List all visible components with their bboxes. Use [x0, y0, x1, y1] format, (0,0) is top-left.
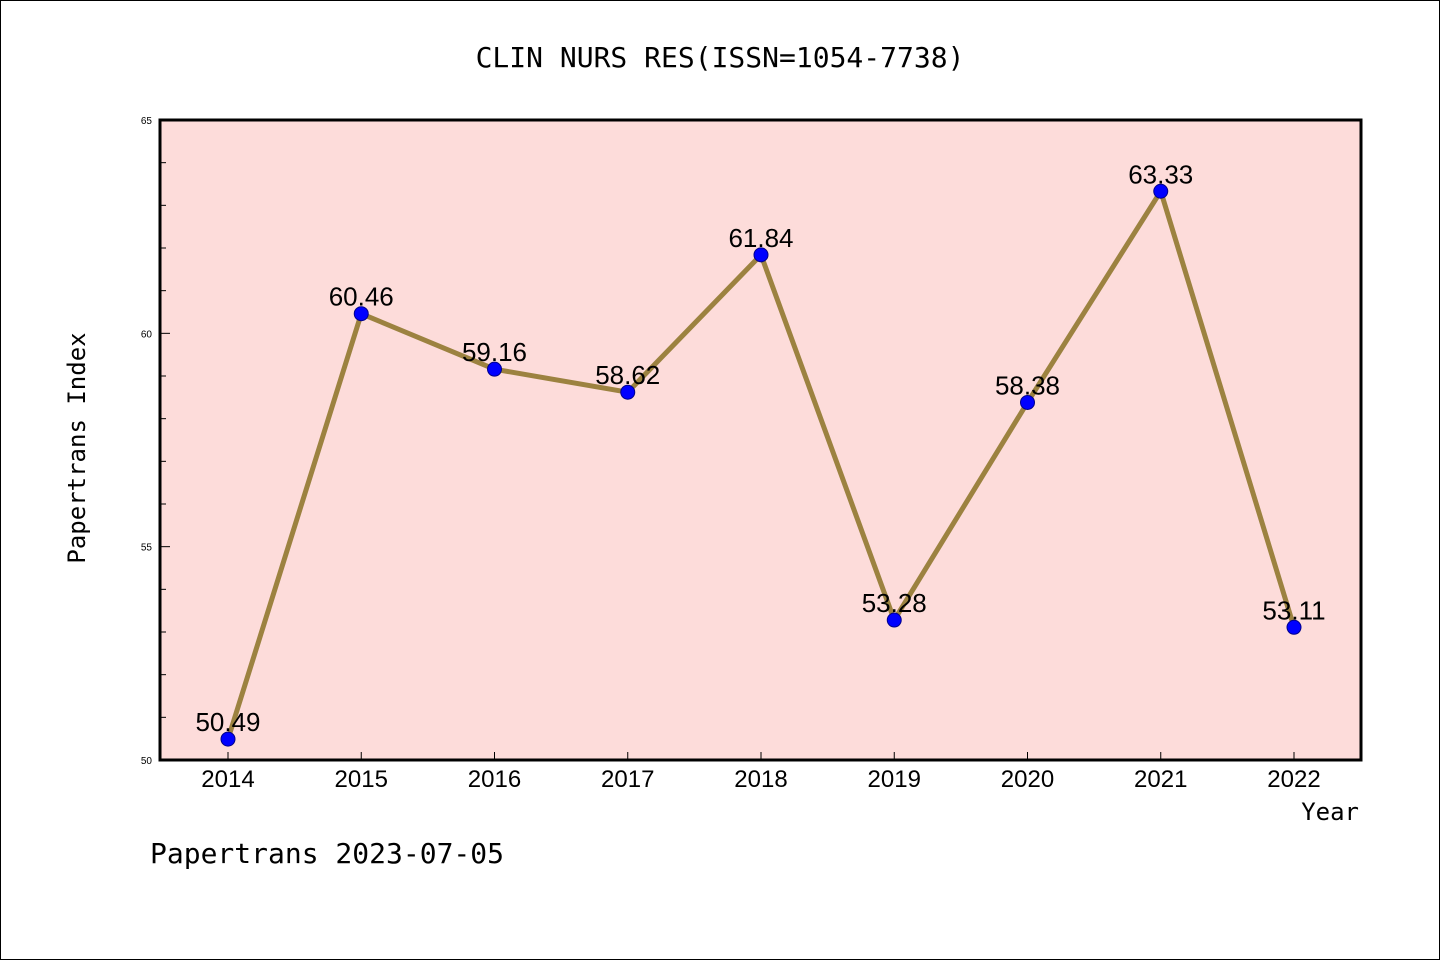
data-label: 63.33	[1128, 159, 1193, 189]
data-label: 59.16	[462, 337, 527, 367]
data-point	[1020, 394, 1035, 410]
data-label: 60.46	[329, 282, 394, 312]
y-tick-label: 65	[141, 116, 153, 127]
data-point	[886, 612, 902, 628]
chart-title: CLIN NURS RES(ISSN=1054-7738)	[476, 41, 965, 74]
data-label: 58.38	[995, 370, 1060, 400]
x-axis-ticks: 2014 2015 2016 2017 2018 2019 2020 2021 2022	[201, 752, 1321, 793]
x-tick-label: 2019	[868, 766, 921, 793]
data-point	[753, 247, 769, 263]
footer-credit: Papertrans 2023-07-05	[150, 837, 504, 870]
data-markers	[220, 183, 1302, 747]
x-tick-label: 2016	[468, 766, 521, 793]
data-label: 53.11	[1262, 595, 1325, 625]
y-tick-label: 55	[141, 543, 153, 554]
data-label: 50.49	[195, 707, 260, 737]
data-label: 58.62	[595, 360, 660, 390]
data-point	[487, 361, 502, 377]
x-tick-label: 2021	[1134, 766, 1187, 793]
x-tick-label: 2018	[734, 766, 787, 793]
data-labels: 50.49 60.46 59.16 58.62 61.84 53.28 58.38 63.33…	[195, 159, 1325, 737]
data-point	[220, 731, 236, 747]
data-point	[1153, 183, 1169, 199]
x-tick-label: 2015	[335, 766, 388, 793]
x-tick-label: 2017	[601, 766, 654, 793]
data-point	[620, 384, 636, 400]
x-tick-label: 2014	[201, 766, 254, 793]
data-label: 53.28	[862, 588, 927, 618]
data-label: 61.84	[728, 223, 793, 253]
x-tick-label: 2022	[1267, 766, 1320, 793]
y-tick-label: 60	[141, 329, 153, 340]
y-tick-label: 50	[141, 756, 153, 767]
data-point	[1286, 619, 1302, 635]
x-axis-label: Year	[1301, 798, 1359, 826]
y-axis-ticks: 50 55 60 65	[141, 116, 170, 767]
plot-area	[158, 118, 1363, 762]
x-tick-label: 2020	[1001, 766, 1054, 793]
data-point	[353, 306, 369, 322]
y-axis-label: Papertrans Index	[63, 332, 91, 563]
